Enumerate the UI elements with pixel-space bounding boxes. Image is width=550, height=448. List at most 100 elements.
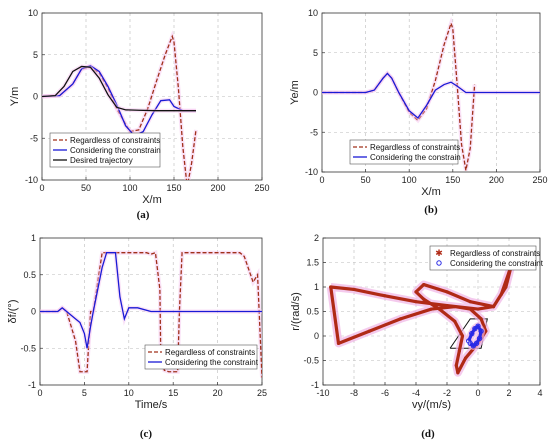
data-point bbox=[422, 282, 426, 287]
chart-panel-c: 0 5 10 15 20 25 -1 -0.5 0 0.5 1 Time/s δf/(°) (c) Rega… bbox=[7, 233, 267, 440]
y-tick-label: -10 bbox=[305, 167, 318, 177]
x-tick-label: 150 bbox=[445, 175, 460, 185]
data-point bbox=[469, 330, 475, 337]
series-line-0 bbox=[40, 251, 262, 378]
x-tick-label: 150 bbox=[166, 183, 181, 193]
data-point bbox=[329, 285, 333, 289]
x-tick-label: 0 bbox=[475, 388, 480, 398]
data-point bbox=[422, 297, 426, 301]
panel-caption: (b) bbox=[424, 204, 438, 216]
x-tick-label: 100 bbox=[402, 175, 417, 185]
data-point bbox=[457, 349, 461, 353]
y-tick-label: -5 bbox=[310, 127, 318, 137]
chart-panel-b: 0 50 100 150 200 250 -10 -5 0 5 10 X/m Ye/m (b) Regard… bbox=[289, 8, 548, 216]
legend-label: Considering the constraint bbox=[165, 358, 259, 367]
data-point bbox=[478, 328, 484, 334]
x-tick-label: -6 bbox=[381, 388, 389, 398]
x-tick-label: 4 bbox=[537, 388, 542, 398]
legend-label: Considering the constrain bbox=[370, 153, 461, 162]
y-tick-label: 0.5 bbox=[306, 307, 319, 317]
series-line-1 bbox=[322, 72, 540, 119]
series-line-1 bbox=[40, 252, 262, 349]
data-point bbox=[414, 290, 418, 294]
y-tick-label: -1 bbox=[311, 380, 319, 390]
x-axis-label: Time/s bbox=[135, 399, 168, 411]
x-tick-label: 50 bbox=[361, 175, 371, 185]
data-point bbox=[491, 305, 496, 309]
data-point bbox=[460, 334, 465, 338]
x-tick-label: 25 bbox=[257, 388, 267, 398]
y-tick-label: -1 bbox=[28, 380, 36, 390]
legend-marker: ✱ bbox=[435, 249, 443, 259]
x-axis-label: X/m bbox=[142, 194, 162, 206]
y-tick-label: 5 bbox=[313, 48, 318, 58]
data-point bbox=[437, 307, 441, 311]
y-tick-label: 2 bbox=[314, 233, 319, 243]
y-tick-label: -5 bbox=[30, 133, 38, 143]
x-tick-label: 0 bbox=[37, 388, 42, 398]
data-point bbox=[429, 307, 434, 311]
plot-area bbox=[326, 258, 517, 377]
data-point bbox=[414, 300, 418, 304]
legend-label: Regardless of constraints bbox=[450, 249, 540, 258]
y-tick-label: -10 bbox=[25, 175, 38, 185]
y-tick-label: 5 bbox=[33, 50, 38, 60]
data-point bbox=[383, 294, 387, 298]
y-axis-label: Y/m bbox=[9, 87, 21, 107]
x-tick-label: 0 bbox=[319, 175, 324, 185]
y-axis-label: δf/(°) bbox=[7, 300, 19, 324]
data-point bbox=[367, 329, 372, 333]
data-point bbox=[453, 319, 457, 323]
data-point bbox=[476, 335, 483, 342]
data-point bbox=[445, 290, 449, 294]
data-point bbox=[507, 270, 511, 274]
data-point bbox=[475, 323, 481, 329]
data-point bbox=[499, 292, 503, 296]
legend-box bbox=[49, 132, 161, 168]
plot-area bbox=[322, 16, 540, 171]
y-tick-label: -0.5 bbox=[20, 343, 36, 353]
y-tick-label: 0 bbox=[33, 92, 38, 102]
data-point bbox=[445, 304, 449, 308]
y-tick-label: 10 bbox=[308, 8, 318, 18]
x-axis-label: vy/(m/s) bbox=[412, 399, 451, 411]
x-tick-label: -10 bbox=[316, 388, 329, 398]
data-point bbox=[479, 317, 483, 321]
data-point bbox=[454, 363, 458, 367]
y-tick-label: 0 bbox=[31, 307, 36, 317]
plot-area bbox=[42, 30, 198, 180]
panel-caption: (c) bbox=[140, 428, 153, 440]
y-axis-label: r/(rad/s) bbox=[290, 292, 302, 331]
x-tick-label: 250 bbox=[532, 175, 547, 185]
x-tick-label: -4 bbox=[412, 388, 420, 398]
chart-panel-a: 0 50 100 150 200 250 -10 -5 0 5 10 X/m Y/m (a) Regardl… bbox=[9, 8, 270, 221]
series-line-0 bbox=[329, 260, 514, 375]
x-tick-label: 50 bbox=[81, 183, 91, 193]
y-tick-label: 0 bbox=[313, 88, 318, 98]
y-tick-label: 0.5 bbox=[23, 270, 36, 280]
series-line-2 bbox=[42, 65, 196, 112]
data-point bbox=[464, 356, 468, 360]
plot-area bbox=[40, 250, 262, 378]
x-tick-label: 5 bbox=[82, 388, 87, 398]
y-tick-label: 1 bbox=[31, 233, 36, 243]
legend-box bbox=[349, 139, 459, 165]
x-tick-label: 2 bbox=[506, 388, 511, 398]
x-tick-label: 15 bbox=[168, 388, 178, 398]
data-point bbox=[456, 371, 460, 375]
y-axis-label: Ye/m bbox=[289, 80, 301, 105]
y-tick-label: 10 bbox=[28, 8, 38, 18]
x-tick-label: 200 bbox=[489, 175, 504, 185]
x-tick-label: 10 bbox=[124, 388, 134, 398]
data-point bbox=[504, 285, 508, 289]
y-tick-label: 0 bbox=[314, 331, 319, 341]
data-point bbox=[467, 340, 473, 347]
y-tick-label: -0.5 bbox=[303, 356, 319, 366]
data-point bbox=[336, 341, 341, 345]
legend-box bbox=[429, 245, 537, 271]
